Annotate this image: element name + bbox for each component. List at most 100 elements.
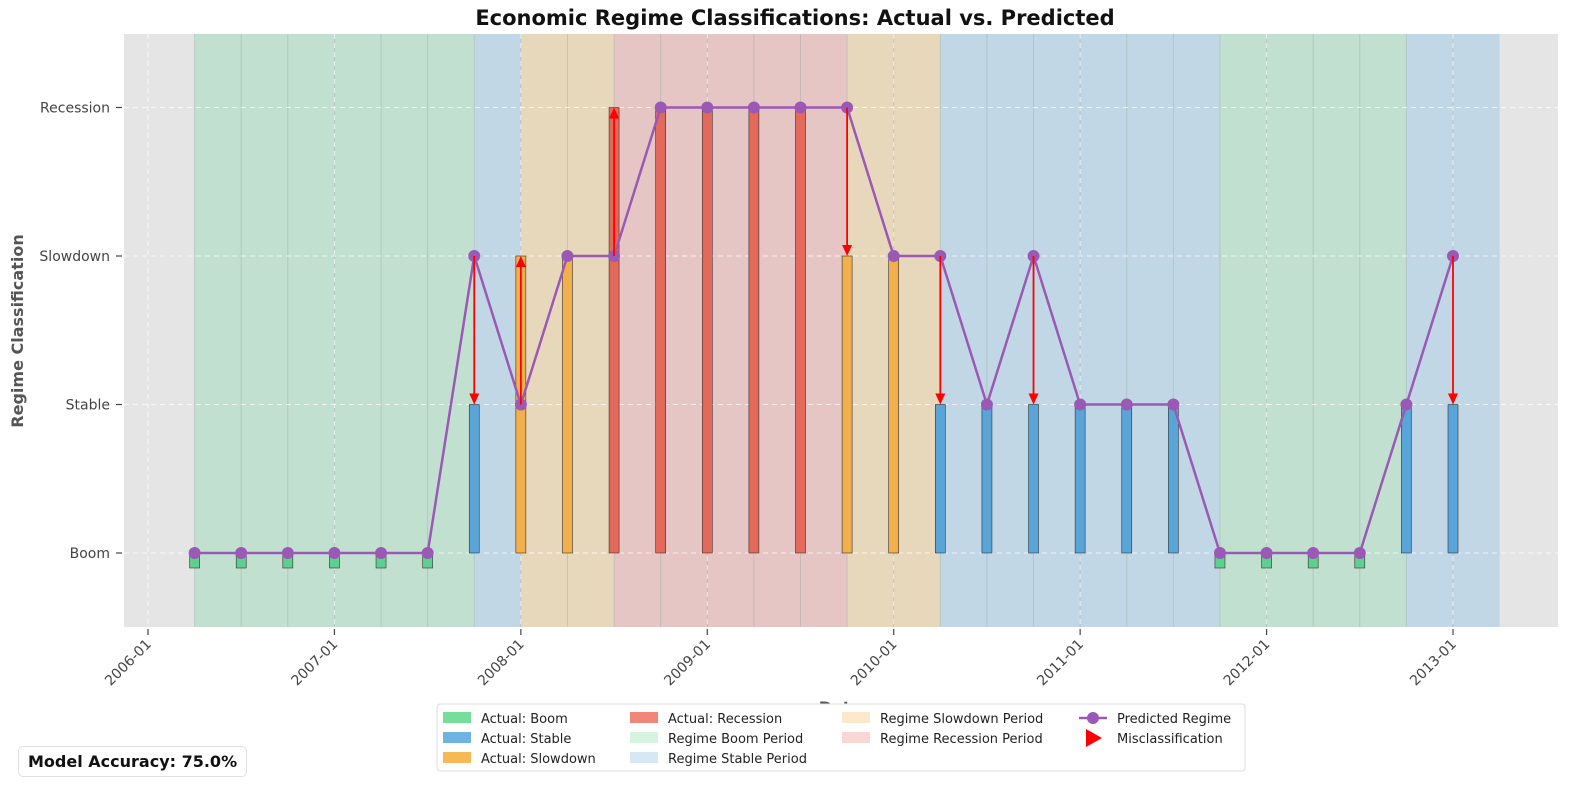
legend-item: Predicted Regime xyxy=(1079,712,1231,727)
predicted-point xyxy=(281,547,294,559)
x-tick-label: 2012-01 xyxy=(1221,637,1274,690)
legend-swatch xyxy=(630,732,658,743)
arrow-head xyxy=(842,245,853,256)
predicted-point xyxy=(654,101,667,114)
predicted-point xyxy=(1074,398,1087,411)
actual-bar-stable xyxy=(468,404,480,554)
x-tick-label: 2013-01 xyxy=(1407,637,1460,690)
legend-label: Regime Slowdown Period xyxy=(880,712,1043,727)
predicted-point xyxy=(1167,398,1180,411)
actual-bar-slowdown xyxy=(888,255,900,554)
legend-label: Misclassification xyxy=(1117,732,1223,747)
arrow-head xyxy=(1028,393,1039,405)
legend-swatch xyxy=(842,712,870,723)
misclassification-arrow xyxy=(842,107,853,256)
x-tick-label: 2011-01 xyxy=(1034,637,1087,690)
y-tick-label: Stable xyxy=(66,398,110,414)
legend-label: Actual: Boom xyxy=(481,712,568,727)
predicted-point xyxy=(980,398,993,411)
legend-item: Actual: Stable xyxy=(443,732,571,747)
actual-bar-recession xyxy=(655,107,666,554)
actual-bar-recession xyxy=(748,107,760,554)
legend-item: Regime Stable Period xyxy=(630,752,807,767)
predicted-point xyxy=(794,101,807,114)
x-tick-label: 2009-01 xyxy=(661,637,714,690)
legend-marker xyxy=(1087,712,1099,724)
legend-arrow xyxy=(1086,729,1102,747)
actual-bar-stable xyxy=(1401,404,1412,554)
legend-label: Actual: Recession xyxy=(668,712,782,727)
predicted-point xyxy=(1400,398,1413,411)
y-tick-label: Boom xyxy=(70,546,110,562)
x-tick-label: 2006-01 xyxy=(102,637,155,690)
actual-bar-stable xyxy=(1447,404,1459,554)
actual-bar-stable xyxy=(1168,404,1179,554)
misclassification-arrow xyxy=(1028,256,1039,405)
legend-swatch xyxy=(630,712,658,723)
legend-swatch xyxy=(443,732,471,743)
predicted-point xyxy=(747,101,760,114)
misclassification-arrow xyxy=(1448,256,1458,405)
actual-bar-stable xyxy=(1121,404,1133,554)
x-tick-label: 2007-01 xyxy=(289,637,342,690)
legend-item: Actual: Boom xyxy=(443,712,568,727)
predicted-regime-line xyxy=(194,106,1455,555)
predicted-point xyxy=(421,547,434,559)
predicted-point xyxy=(1213,547,1226,559)
actual-bar-slowdown xyxy=(841,255,853,554)
arrow-head xyxy=(609,107,620,119)
legend-label: Regime Boom Period xyxy=(668,732,803,747)
legend-label: Actual: Slowdown xyxy=(481,752,596,767)
legend-item: Regime Boom Period xyxy=(630,732,803,747)
legend-label: Predicted Regime xyxy=(1117,712,1231,727)
legend-label: Actual: Stable xyxy=(481,732,571,747)
arrow-head xyxy=(935,393,946,405)
legend: Actual: Boom Actual: Stable Actual: Slowdo… xyxy=(436,703,1246,772)
legend-item: Actual: Recession xyxy=(630,712,782,727)
predicted-point xyxy=(1353,547,1366,559)
legend-item: Actual: Slowdown xyxy=(443,752,596,767)
legend-item: Regime Recession Period xyxy=(842,732,1043,747)
misclassification-arrow xyxy=(469,256,480,405)
x-tick-label: 2008-01 xyxy=(475,637,528,690)
regime-band-boom xyxy=(194,34,475,627)
arrow-head xyxy=(1448,393,1458,405)
misclassification-arrow xyxy=(515,256,526,405)
actual-bar-slowdown xyxy=(562,255,573,554)
misclassification-arrow xyxy=(935,256,946,405)
actual-bar-recession xyxy=(701,107,713,554)
regime-band-boom xyxy=(1219,34,1407,627)
arrow-head xyxy=(469,393,480,405)
plot-area: Boom Stable Slowdown Recession 2006-01 2007-0… xyxy=(39,34,1558,689)
arrow-head xyxy=(515,256,526,267)
predicted-point xyxy=(375,547,388,559)
regime-band-recession xyxy=(614,34,848,627)
predicted-point xyxy=(561,250,574,262)
legend-label: Regime Recession Period xyxy=(880,732,1043,747)
legend-item: Regime Slowdown Period xyxy=(842,712,1043,727)
actual-bar-stable xyxy=(981,404,993,554)
predicted-point xyxy=(701,101,714,114)
predicted-point xyxy=(235,547,248,559)
predicted-point xyxy=(887,250,900,262)
predicted-point xyxy=(1120,398,1133,411)
actual-bar-stable xyxy=(935,404,946,554)
legend-swatch xyxy=(443,752,471,763)
actual-bar-stable xyxy=(1028,404,1039,554)
chart-title: Economic Regime Classifications: Actual … xyxy=(475,6,1114,30)
legend-swatch xyxy=(443,712,471,723)
legend-swatch xyxy=(630,752,658,763)
actual-bar-recession xyxy=(795,107,806,554)
predicted-point xyxy=(1260,547,1273,559)
model-accuracy-badge: Model Accuracy: 75.0% xyxy=(18,746,248,777)
x-tick-label: 2010-01 xyxy=(848,637,901,690)
legend-label: Regime Stable Period xyxy=(668,752,807,767)
actual-bar-stable xyxy=(1074,404,1086,554)
y-tick-label: Slowdown xyxy=(39,249,110,265)
misclassification-arrow xyxy=(609,107,620,256)
y-axis-label: Regime Classification xyxy=(8,234,27,427)
predicted-point xyxy=(188,547,201,559)
legend-item: Misclassification xyxy=(1086,729,1223,747)
predicted-point xyxy=(328,547,341,559)
